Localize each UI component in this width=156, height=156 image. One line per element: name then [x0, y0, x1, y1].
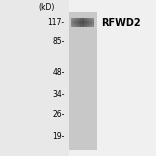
- Text: (kD): (kD): [39, 2, 55, 12]
- FancyBboxPatch shape: [71, 23, 94, 24]
- FancyBboxPatch shape: [89, 18, 90, 27]
- FancyBboxPatch shape: [76, 18, 77, 27]
- FancyBboxPatch shape: [71, 18, 72, 27]
- FancyBboxPatch shape: [91, 18, 92, 27]
- FancyBboxPatch shape: [86, 18, 87, 27]
- FancyBboxPatch shape: [71, 24, 94, 25]
- FancyBboxPatch shape: [75, 18, 76, 27]
- FancyBboxPatch shape: [81, 18, 82, 27]
- FancyBboxPatch shape: [71, 20, 94, 21]
- Text: RFWD2: RFWD2: [101, 18, 141, 28]
- FancyBboxPatch shape: [80, 18, 81, 27]
- FancyBboxPatch shape: [88, 18, 89, 27]
- FancyBboxPatch shape: [71, 18, 94, 19]
- Text: 85-: 85-: [52, 37, 65, 46]
- FancyBboxPatch shape: [90, 18, 91, 27]
- FancyBboxPatch shape: [77, 18, 78, 27]
- FancyBboxPatch shape: [71, 19, 94, 20]
- FancyBboxPatch shape: [82, 18, 83, 27]
- FancyBboxPatch shape: [86, 18, 87, 27]
- FancyBboxPatch shape: [74, 18, 75, 27]
- Text: 26-: 26-: [52, 110, 65, 119]
- FancyBboxPatch shape: [92, 18, 93, 27]
- FancyBboxPatch shape: [89, 18, 90, 27]
- FancyBboxPatch shape: [71, 18, 94, 19]
- FancyBboxPatch shape: [71, 23, 94, 24]
- Text: 48-: 48-: [52, 68, 65, 77]
- FancyBboxPatch shape: [71, 21, 94, 22]
- FancyBboxPatch shape: [71, 24, 94, 25]
- FancyBboxPatch shape: [69, 12, 97, 150]
- FancyBboxPatch shape: [74, 18, 75, 27]
- FancyBboxPatch shape: [83, 18, 84, 27]
- FancyBboxPatch shape: [71, 22, 94, 23]
- FancyBboxPatch shape: [71, 26, 94, 27]
- FancyBboxPatch shape: [93, 18, 94, 27]
- FancyBboxPatch shape: [87, 18, 88, 27]
- FancyBboxPatch shape: [71, 25, 94, 26]
- FancyBboxPatch shape: [71, 25, 94, 26]
- Text: 117-: 117-: [48, 18, 65, 27]
- FancyBboxPatch shape: [84, 18, 85, 27]
- FancyBboxPatch shape: [0, 0, 69, 156]
- FancyBboxPatch shape: [69, 0, 156, 156]
- Text: 34-: 34-: [52, 90, 65, 99]
- FancyBboxPatch shape: [73, 18, 74, 27]
- FancyBboxPatch shape: [78, 18, 79, 27]
- FancyBboxPatch shape: [85, 18, 86, 27]
- FancyBboxPatch shape: [77, 18, 78, 27]
- FancyBboxPatch shape: [72, 18, 73, 27]
- FancyBboxPatch shape: [71, 26, 94, 27]
- FancyBboxPatch shape: [71, 20, 94, 21]
- FancyBboxPatch shape: [71, 21, 94, 22]
- FancyBboxPatch shape: [71, 22, 94, 23]
- FancyBboxPatch shape: [79, 18, 80, 27]
- FancyBboxPatch shape: [78, 18, 79, 27]
- Text: 19-: 19-: [52, 132, 65, 141]
- FancyBboxPatch shape: [71, 19, 94, 20]
- FancyBboxPatch shape: [83, 18, 84, 27]
- FancyBboxPatch shape: [71, 23, 94, 24]
